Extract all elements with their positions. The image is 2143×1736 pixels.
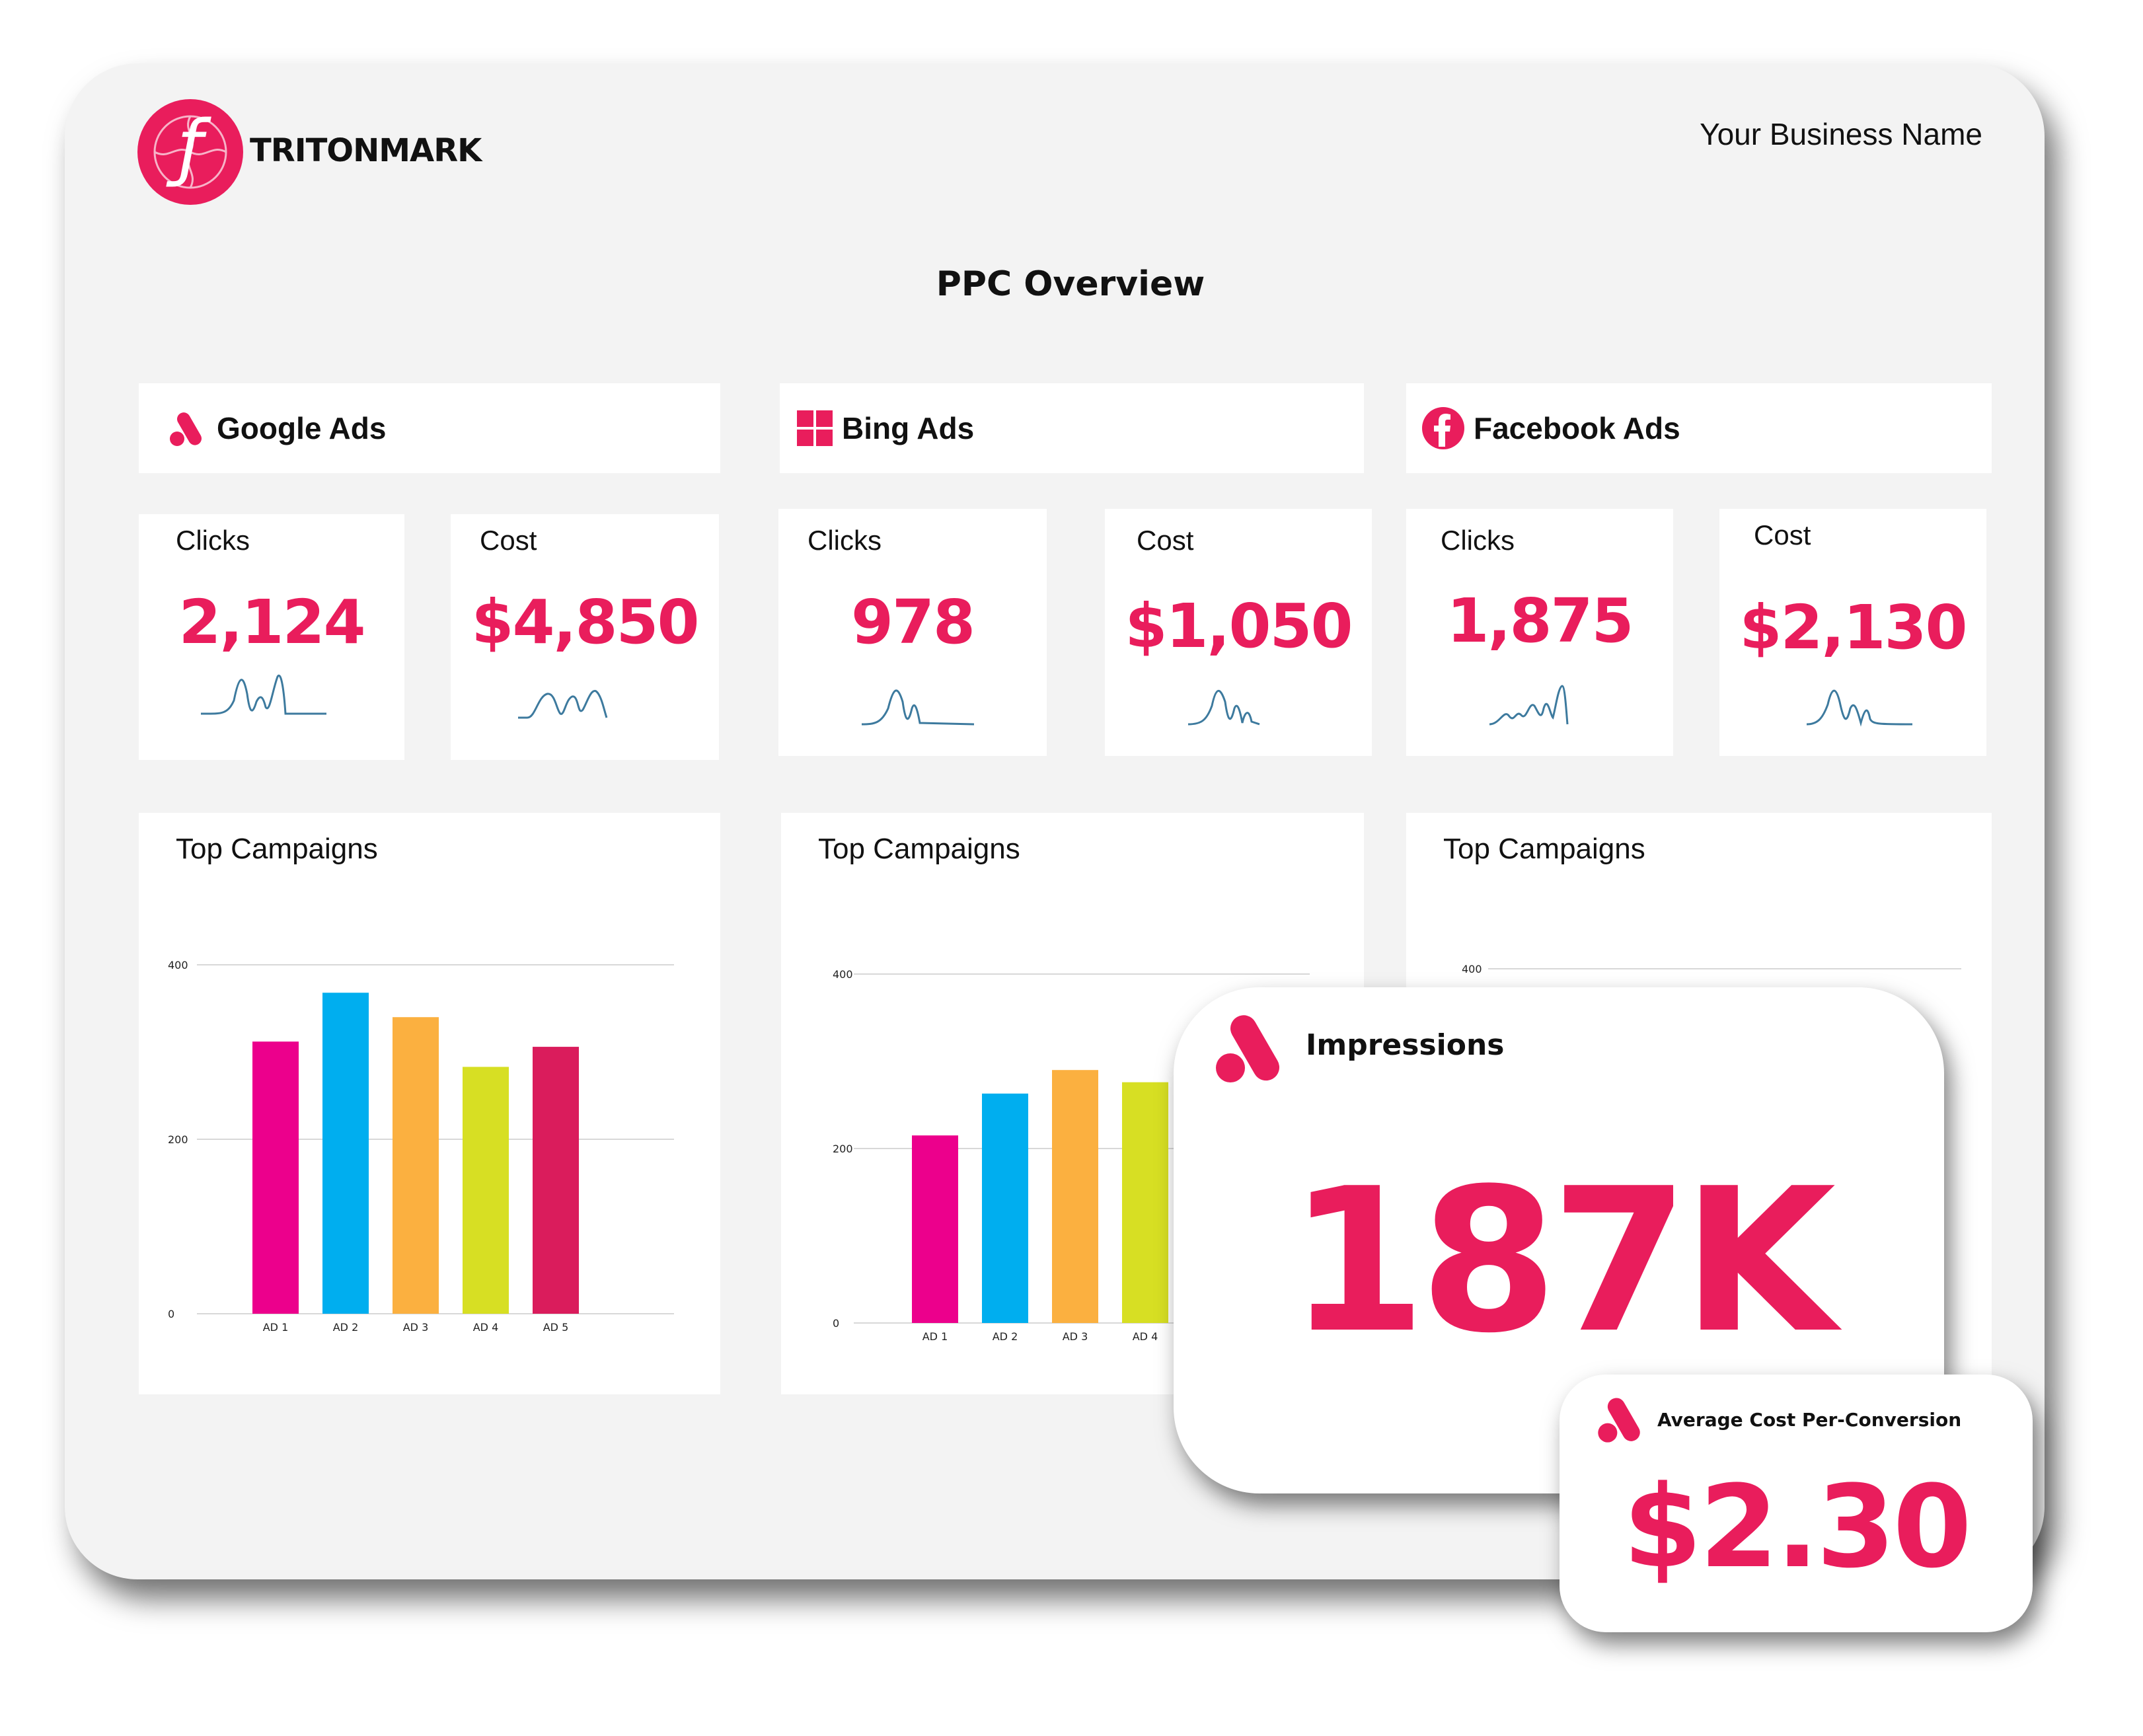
bar-3[interactable]: [393, 1017, 439, 1314]
google-cost-card: Cost $4,850: [451, 514, 719, 760]
x-tick-label: AD 4: [1133, 1330, 1158, 1343]
brand-name: TRITONMARK: [250, 132, 482, 169]
facebook-campaigns-chart: 400: [1462, 963, 1961, 975]
page-title: PPC Overview: [936, 264, 1205, 304]
google-ads-icon: [1216, 1015, 1279, 1082]
x-tick-label: AD 2: [993, 1330, 1018, 1343]
metric-value: $2,130: [1739, 592, 1967, 663]
google-ads-icon: [170, 412, 202, 446]
bar-4[interactable]: [1122, 1082, 1168, 1323]
campaigns-title: Top Campaigns: [818, 833, 1020, 865]
campaigns-title: Top Campaigns: [176, 833, 378, 865]
impressions-label: Impressions: [1306, 1028, 1505, 1062]
facebook-ads-title: Facebook Ads: [1474, 411, 1680, 445]
bing-windows-icon: [797, 410, 833, 446]
facebook-ads-header[interactable]: Facebook Ads: [1406, 383, 1992, 473]
business-name: Your Business Name: [1700, 117, 1982, 151]
x-tick-label: AD 2: [333, 1321, 359, 1334]
bing-cost-card: Cost $1,050: [1105, 509, 1372, 756]
google-ads-title: Google Ads: [217, 411, 387, 445]
sparkline: [518, 690, 608, 719]
metric-value: 2,124: [178, 587, 365, 658]
x-tick-label: AD 1: [263, 1321, 289, 1334]
metric-label: Cost: [1137, 525, 1194, 556]
google-ads-icon: [1598, 1398, 1640, 1443]
metric-label: Clicks: [176, 525, 250, 556]
metric-label: Cost: [480, 525, 537, 556]
metric-label: Cost: [1754, 519, 1811, 550]
bar-2[interactable]: [322, 993, 369, 1314]
sparkline: [1489, 685, 1569, 726]
metric-label: Clicks: [808, 525, 882, 556]
bar-1[interactable]: [912, 1135, 958, 1323]
google-campaigns-chart: 0 200 400 AD 1 AD 2 AD 3 AD 4 AD 5: [168, 959, 674, 1334]
metric-value: $4,850: [471, 587, 699, 658]
y-tick-label: 400: [833, 968, 853, 981]
avg-cost-per-conversion-card: Average Cost Per-Conversion $2.30: [1560, 1375, 2033, 1632]
tritonmark-logo-icon: ƒ: [137, 99, 243, 205]
facebook-clicks-card: Clicks 1,875: [1406, 509, 1673, 756]
bar-1[interactable]: [252, 1041, 299, 1314]
bing-ads-title: Bing Ads: [842, 411, 975, 445]
metric-value: 978: [850, 587, 975, 658]
x-tick-label: AD 5: [543, 1321, 569, 1334]
x-tick-label: AD 3: [1063, 1330, 1088, 1343]
facebook-cost-card: Cost $2,130: [1719, 509, 1986, 756]
y-tick-label: 0: [168, 1308, 174, 1320]
campaigns-title: Top Campaigns: [1443, 833, 1645, 865]
sparkline: [201, 674, 326, 715]
bing-clicks-card: Clicks 978: [778, 509, 1047, 756]
bar-3[interactable]: [1052, 1070, 1098, 1323]
metric-value: 1,875: [1447, 585, 1634, 656]
x-tick-label: AD 1: [922, 1330, 948, 1343]
sparkline: [1188, 690, 1260, 726]
y-tick-label: 200: [833, 1143, 853, 1155]
sparkline: [862, 689, 975, 726]
metric-label: Clicks: [1441, 525, 1515, 556]
x-tick-label: AD 4: [473, 1321, 499, 1334]
y-tick-label: 0: [833, 1317, 839, 1330]
y-tick-label: 400: [1462, 963, 1482, 975]
bing-ads-header[interactable]: Bing Ads: [780, 383, 1364, 473]
bar-5[interactable]: [533, 1047, 579, 1314]
bar-4[interactable]: [463, 1067, 509, 1314]
metric-value: $1,050: [1125, 591, 1353, 661]
y-tick-label: 200: [168, 1133, 188, 1146]
x-tick-label: AD 3: [403, 1321, 429, 1334]
impressions-value: 187K: [1288, 1146, 1836, 1377]
facebook-icon: [1422, 407, 1464, 449]
avg-cost-per-conversion-value: $2.30: [1622, 1460, 1972, 1593]
google-clicks-card: Clicks 2,124: [139, 514, 404, 760]
bar-2[interactable]: [982, 1093, 1028, 1323]
google-ads-header[interactable]: Google Ads: [139, 383, 720, 473]
sparkline: [1807, 689, 1913, 727]
google-campaigns-card: Top Campaigns 0 200 400 AD 1 AD 2 AD 3 AD 4 AD …: [139, 813, 720, 1394]
avg-cost-per-conversion-label: Average Cost Per-Conversion: [1657, 1409, 1962, 1431]
y-tick-label: 400: [168, 959, 188, 971]
